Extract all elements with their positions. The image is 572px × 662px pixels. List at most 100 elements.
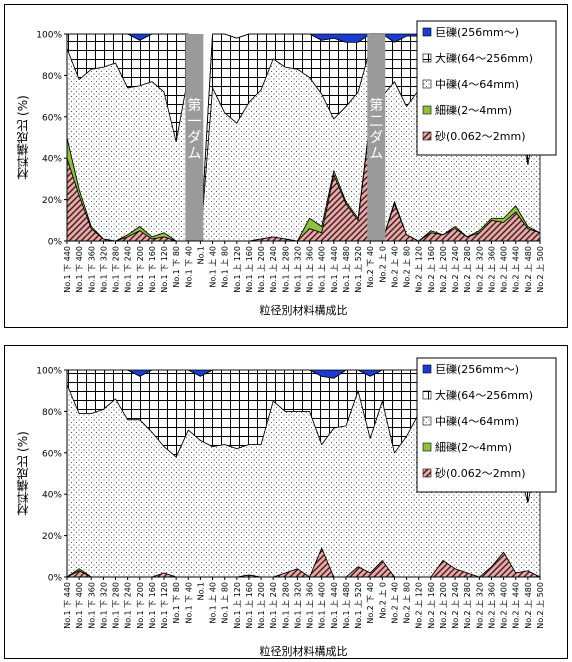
x-tick-label: No.1 下 80	[172, 582, 181, 624]
x-tick-label: No.2 上 160	[427, 582, 436, 629]
legend-label: 砂(0.062～2mm)	[435, 130, 526, 143]
x-tick-label: No.1 上 360	[306, 246, 315, 293]
x-tick-label: No.1 上 320	[293, 582, 302, 629]
x-axis-label: 粒径別材料構成比	[260, 644, 348, 658]
x-tick-label: No.1 下 240	[124, 246, 133, 293]
x-axis-label: 粒径別材料構成比	[260, 303, 348, 317]
x-tick-label: No.1 下 160	[148, 246, 157, 293]
x-tick-label: No.2 上 360	[487, 582, 496, 629]
x-tick-label: No.1 下 440	[63, 582, 72, 629]
y-tick-label: 100%	[36, 367, 62, 377]
y-tick-label: 40%	[42, 155, 62, 165]
x-tick-label: No.2 上 480	[524, 246, 533, 293]
x-tick-label: No.2 上 0	[378, 246, 387, 283]
x-tick-label: No.2 上 440	[512, 246, 521, 293]
legend-label: 細礫(2～4mm)	[435, 440, 512, 454]
x-tick-label: No.1 下 320	[99, 246, 108, 293]
x-tick-label: No.1 上 400	[318, 246, 327, 293]
chart-panel-bottom: 0% 20% 40% 60% 80% 100% No.1 下 440 No.1 下 400 No…	[4, 345, 568, 659]
x-tick-label: No.1 上 400	[318, 582, 327, 629]
chart-bottom: 0%20%40%60%80%100%No.1 下 440 No.1 下 400 No…	[16, 357, 557, 658]
x-tick-label: No.2 上 500	[536, 582, 545, 629]
x-tick-label: No.2 下 40	[366, 582, 375, 624]
svg-text:ダ: ダ	[369, 130, 383, 146]
x-tick-label: No.1 上 160	[245, 582, 254, 629]
x-tick-label: No.1 上 240	[269, 246, 278, 293]
x-tick-label: No.1 上 440	[330, 582, 339, 629]
x-tick-label: No.1 下 320	[99, 582, 108, 629]
axes: 0%20%40%60%80%100%No.1 下 440 No.1 下 400 No…	[36, 367, 545, 629]
legend-swatch	[422, 390, 432, 400]
y-tick-label: 60%	[42, 449, 62, 459]
x-tick-label: No.2 上 400	[500, 582, 509, 629]
x-tick-label: No.1 上 320	[293, 246, 302, 293]
x-tick-label: No.2 上 240	[451, 582, 460, 629]
x-tick-label: No.1 上 520	[354, 582, 363, 629]
x-tick-label: No.2 上 320	[475, 246, 484, 293]
x-tick-label: No.2 上 500	[536, 246, 545, 293]
x-tick-label: No.1 下 280	[112, 246, 121, 293]
x-tick-label: No.1	[196, 246, 205, 264]
svg-text:一: 一	[187, 114, 201, 130]
svg-text:ム: ム	[187, 146, 201, 162]
x-tick-label: No.2 上 80	[403, 582, 412, 624]
legend-swatch	[422, 442, 432, 452]
svg-text:二: 二	[369, 114, 383, 130]
x-tick-label: No.1 上 480	[342, 582, 351, 629]
x-tick-label: No.1 上 520	[354, 246, 363, 293]
legend-label: 砂(0.062～2mm)	[435, 467, 526, 480]
x-tick-label: No.1 下 280	[112, 582, 121, 629]
x-tick-label: No.1 下 400	[75, 582, 84, 629]
legend-label: 大礫(64～256mm)	[435, 51, 533, 65]
x-tick-label: No.2 上 320	[475, 582, 484, 629]
svg-text:ム: ム	[369, 146, 383, 162]
legend-label: 巨礫(256mm～)	[435, 25, 519, 39]
x-tick-label: No.1 上 120	[233, 246, 242, 293]
x-tick-label: No.1 下 360	[87, 246, 96, 293]
x-tick-label: No.1 下 120	[160, 246, 169, 293]
legend-swatch	[422, 468, 432, 478]
y-tick-label: 20%	[42, 196, 62, 206]
x-tick-label: No.1 下 120	[160, 582, 169, 629]
legend-label: 中礫(4～64mm)	[435, 77, 519, 91]
y-tick-label: 20%	[42, 532, 62, 542]
x-tick-label: No.2 上 400	[500, 246, 509, 293]
x-tick-label: No.2 下 40	[366, 246, 375, 288]
x-tick-label: No.1 上 80	[221, 582, 230, 624]
y-tick-label: 60%	[42, 113, 62, 123]
x-tick-label: No.1 下 400	[75, 246, 84, 293]
x-tick-label: No.2 上 120	[415, 246, 424, 293]
x-tick-label: No.2 上 200	[439, 246, 448, 293]
x-tick-label: No.1 下 440	[63, 246, 72, 293]
x-tick-label: No.1 上 120	[233, 582, 242, 629]
legend-swatch	[422, 416, 432, 426]
axes: 0%20%40%60%80%100%No.1 下 440 No.1 下 400 No…	[36, 31, 545, 293]
x-tick-label: No.1 下 80	[172, 246, 181, 288]
x-tick-label: No.1 上 240	[269, 582, 278, 629]
x-tick-label: No.1 上 200	[257, 246, 266, 293]
chart-panel-top: 第一ダム第二ダム 0% 20% 40% 60% 80% 100% No.1 下 440 No.1…	[4, 4, 568, 328]
y-tick-label: 80%	[42, 408, 62, 418]
legend-swatch	[422, 79, 432, 89]
x-tick-label: No.1 上 200	[257, 582, 266, 629]
x-tick-label: No.2 上 200	[439, 582, 448, 629]
legend-label: 細礫(2～4mm)	[435, 103, 512, 117]
x-tick-label: No.1 下 40	[184, 246, 193, 288]
x-tick-label: No.2 上 80	[403, 246, 412, 288]
y-tick-label: 100%	[36, 31, 62, 41]
x-tick-label: No.1 上 280	[281, 582, 290, 629]
x-tick-label: No.2 上 280	[463, 582, 472, 629]
x-tick-label: No.2 上 360	[487, 246, 496, 293]
x-tick-label: No.1 上 480	[342, 246, 351, 293]
legend-label: 大礫(64～256mm)	[435, 388, 533, 402]
y-axis-label: 材料構成比 (%)	[16, 95, 30, 180]
y-tick-label: 0%	[48, 574, 63, 584]
x-tick-label: No.1 上 280	[281, 246, 290, 293]
legend-swatch	[422, 27, 432, 37]
x-tick-label: No.1 下 360	[87, 582, 96, 629]
x-tick-label: No.2 上 0	[378, 582, 387, 619]
legend-swatch	[422, 131, 432, 141]
x-tick-label: No.1 上 40	[209, 246, 218, 288]
